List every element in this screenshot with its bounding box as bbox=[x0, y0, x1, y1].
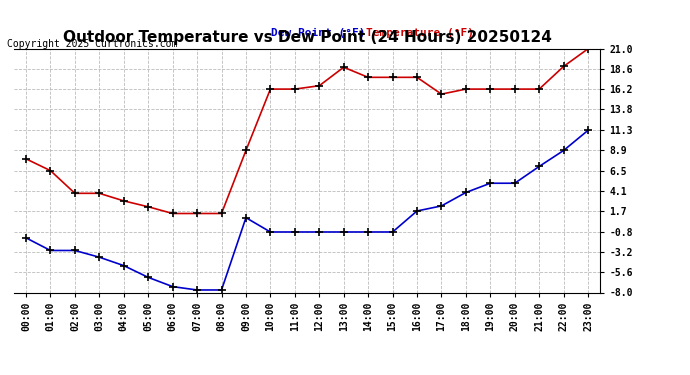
Text: Temperature (°F): Temperature (°F) bbox=[366, 28, 474, 38]
Text: Dew Point (°F): Dew Point (°F) bbox=[271, 28, 366, 38]
Text: Copyright 2025 Curtronics.com: Copyright 2025 Curtronics.com bbox=[7, 39, 177, 50]
Title: Outdoor Temperature vs Dew Point (24 Hours) 20250124: Outdoor Temperature vs Dew Point (24 Hou… bbox=[63, 30, 551, 45]
